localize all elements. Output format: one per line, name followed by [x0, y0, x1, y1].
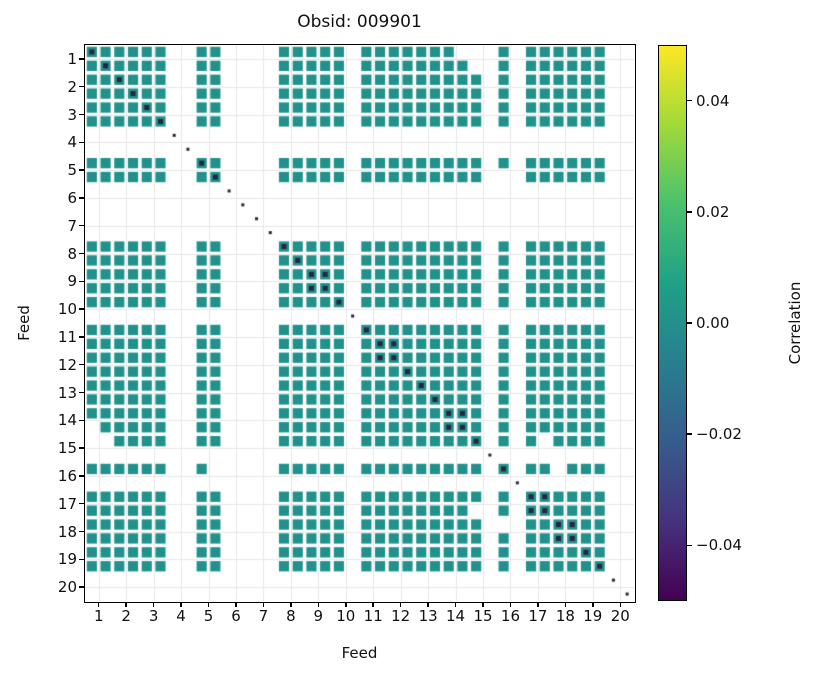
y-axis-tick-label: 4 [67, 133, 77, 152]
y-tick-mark [78, 280, 84, 283]
y-axis-tick-label: 16 [57, 466, 77, 485]
y-tick-mark [78, 502, 84, 505]
colorbar-label: Correlation [786, 281, 804, 365]
y-axis-tick-label: 12 [57, 355, 77, 374]
y-tick-mark [78, 586, 84, 588]
x-tick-mark [97, 602, 100, 607]
chart-title: Obsid: 009901 [297, 12, 422, 32]
x-tick-mark [317, 602, 320, 607]
y-axis-tick-label: 18 [57, 522, 77, 541]
x-axis-tick-label: 9 [313, 607, 324, 625]
y-tick-mark [78, 363, 84, 366]
x-axis-tick-label: 14 [446, 607, 466, 625]
x-tick-mark [180, 602, 182, 607]
y-axis-tick-label: 8 [67, 244, 77, 263]
x-tick-mark [262, 602, 265, 607]
x-tick-mark [399, 602, 402, 607]
x-axis-tick-label: 3 [148, 607, 159, 625]
y-axis-tick-label: 1 [67, 49, 77, 68]
x-tick-mark [427, 602, 429, 607]
y-tick-mark [78, 475, 84, 477]
colorbar-tick-label: 0.00 [696, 314, 730, 332]
x-tick-mark [345, 602, 347, 607]
y-axis-label: Feed [15, 305, 33, 341]
x-tick-mark [482, 602, 484, 607]
x-axis-tick-label: 8 [286, 607, 296, 625]
x-tick-mark [372, 602, 374, 607]
x-tick-mark [454, 602, 457, 607]
colorbar-tick-mark [687, 544, 692, 547]
x-axis-tick-label: 7 [258, 607, 269, 625]
x-axis-tick-label: 15 [473, 607, 493, 625]
y-tick-mark [78, 141, 84, 144]
y-tick-mark [78, 169, 84, 171]
x-tick-mark [619, 602, 622, 607]
y-axis-tick-label: 3 [67, 105, 77, 124]
y-tick-mark [78, 308, 84, 310]
y-tick-mark [78, 58, 84, 60]
colorbar-tick-mark [687, 322, 692, 324]
y-axis-tick-label: 11 [57, 327, 77, 346]
x-axis-tick-label: 13 [418, 607, 438, 625]
y-tick-mark [78, 113, 84, 116]
x-tick-mark [564, 602, 567, 607]
x-axis-tick-label: 11 [363, 607, 383, 625]
colorbar [658, 45, 687, 601]
x-tick-mark [592, 602, 594, 607]
y-axis-tick-label: 14 [57, 411, 77, 430]
y-tick-mark [78, 530, 84, 533]
y-axis-tick-label: 9 [67, 272, 77, 291]
y-tick-mark [78, 224, 84, 227]
y-tick-mark [78, 197, 84, 199]
x-tick-mark [290, 602, 292, 607]
x-axis-tick-label: 19 [583, 607, 603, 625]
x-axis-tick-label: 12 [391, 607, 411, 625]
y-axis-tick-label: 5 [67, 161, 77, 180]
y-tick-mark [78, 447, 84, 449]
y-tick-mark [78, 85, 84, 88]
y-tick-mark [78, 252, 84, 255]
x-axis-tick-label: 20 [610, 607, 630, 625]
colorbar-tick-mark [687, 211, 692, 213]
y-axis-tick-label: 6 [67, 188, 77, 207]
x-axis-tick-label: 1 [93, 607, 104, 625]
x-axis-tick-label: 17 [528, 607, 548, 625]
x-tick-mark [152, 602, 155, 607]
y-axis-tick-label: 19 [57, 550, 77, 569]
y-axis-tick-label: 17 [57, 494, 77, 513]
colorbar-tick-label: −0.04 [696, 536, 742, 555]
colorbar-gradient [659, 46, 686, 600]
colorbar-tick-mark [687, 99, 692, 102]
colorbar-tick-label: 0.04 [696, 91, 730, 110]
x-axis-tick-label: 18 [555, 607, 575, 625]
x-axis-tick-label: 16 [500, 607, 521, 625]
x-axis-tick-label: 4 [176, 607, 186, 625]
x-tick-mark [125, 602, 127, 607]
heatmap-canvas [85, 45, 634, 601]
x-tick-mark [537, 602, 539, 607]
x-tick-mark [509, 602, 512, 607]
x-tick-mark [207, 602, 210, 607]
x-axis-label: Feed [341, 644, 378, 662]
x-axis-tick-label: 5 [203, 607, 214, 625]
colorbar-tick-label: 0.02 [696, 202, 730, 221]
y-axis-tick-label: 13 [57, 383, 77, 402]
y-tick-mark [78, 558, 84, 561]
colorbar-tick-label: −0.02 [696, 425, 742, 444]
y-axis-tick-label: 20 [57, 578, 77, 597]
y-axis-tick-label: 10 [57, 300, 77, 319]
y-axis-tick-label: 15 [57, 439, 77, 458]
y-axis-tick-label: 7 [67, 216, 77, 235]
y-axis-tick-label: 2 [67, 77, 77, 96]
x-axis-tick-label: 10 [336, 607, 356, 625]
x-axis-tick-label: 6 [231, 607, 241, 625]
x-axis-tick-label: 2 [121, 607, 131, 625]
y-tick-mark [78, 419, 84, 422]
colorbar-tick-mark [687, 433, 692, 435]
y-tick-mark [78, 391, 84, 394]
y-tick-mark [78, 336, 84, 338]
x-tick-mark [235, 602, 237, 607]
